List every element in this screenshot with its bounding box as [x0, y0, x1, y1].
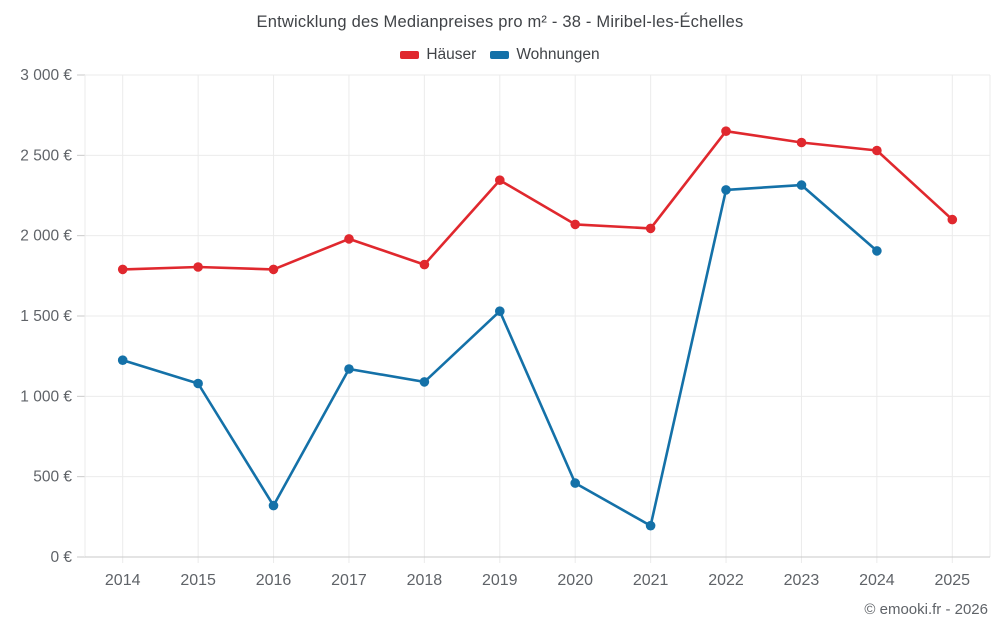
- data-point-wohnungen[interactable]: [570, 478, 580, 488]
- x-tick-label: 2014: [105, 572, 141, 589]
- chart-legend: Häuser Wohnungen: [0, 46, 1000, 64]
- data-point-wohnungen[interactable]: [193, 378, 203, 389]
- y-tick-label: 0 €: [50, 549, 72, 566]
- x-tick-label: 2019: [482, 572, 518, 589]
- data-point-häuser[interactable]: [796, 137, 807, 148]
- x-tick-label: 2018: [407, 572, 443, 589]
- legend-label: Wohnungen: [516, 46, 600, 63]
- series-line-häuser: [122, 129, 954, 271]
- data-point-häuser[interactable]: [721, 126, 731, 136]
- y-tick-label: 500 €: [33, 469, 72, 486]
- legend-label: Häuser: [426, 46, 477, 63]
- x-tick-label: 2025: [934, 572, 970, 589]
- data-point-häuser[interactable]: [947, 214, 958, 225]
- y-tick-label: 2 000 €: [20, 228, 72, 245]
- data-point-häuser[interactable]: [645, 223, 656, 234]
- data-point-wohnungen[interactable]: [796, 180, 807, 190]
- y-tick-label: 3 000 €: [20, 67, 72, 84]
- x-tick-label: 2021: [633, 572, 669, 589]
- copyright-credit: © emooki.fr - 2026: [864, 601, 988, 618]
- chart-title: Entwicklung des Medianpreises pro m² - 3…: [256, 13, 744, 31]
- x-tick-label: 2017: [331, 572, 367, 589]
- x-tick-label: 2020: [557, 572, 593, 589]
- x-tick-label: 2022: [708, 572, 744, 589]
- x-tick-label: 2023: [784, 572, 820, 589]
- data-point-wohnungen[interactable]: [721, 185, 731, 195]
- data-point-wohnungen[interactable]: [419, 377, 430, 387]
- legend-item-wohnungen[interactable]: Wohnungen: [490, 46, 600, 64]
- y-tick-label: 1 500 €: [20, 308, 72, 325]
- data-point-häuser[interactable]: [419, 259, 430, 270]
- data-point-wohnungen[interactable]: [645, 520, 656, 531]
- x-tick-label: 2024: [859, 572, 895, 589]
- data-point-wohnungen[interactable]: [872, 246, 882, 256]
- data-point-häuser[interactable]: [872, 145, 882, 156]
- data-point-wohnungen[interactable]: [344, 364, 354, 374]
- data-point-häuser[interactable]: [344, 234, 354, 244]
- data-point-häuser[interactable]: [268, 264, 279, 275]
- data-point-häuser[interactable]: [117, 264, 128, 275]
- y-tick-label: 2 500 €: [20, 147, 72, 164]
- data-point-wohnungen[interactable]: [495, 306, 505, 317]
- data-point-häuser[interactable]: [495, 175, 505, 185]
- legend-swatch-icon: [400, 51, 420, 59]
- x-tick-label: 2016: [256, 572, 292, 589]
- data-point-häuser[interactable]: [570, 219, 580, 230]
- x-tick-label: 2015: [180, 572, 216, 589]
- data-point-wohnungen[interactable]: [117, 355, 128, 366]
- data-point-häuser[interactable]: [193, 262, 203, 272]
- legend-item-häuser[interactable]: Häuser: [400, 46, 476, 64]
- data-point-wohnungen[interactable]: [268, 500, 279, 511]
- y-tick-label: 1 000 €: [20, 388, 72, 405]
- legend-swatch-icon: [490, 51, 510, 59]
